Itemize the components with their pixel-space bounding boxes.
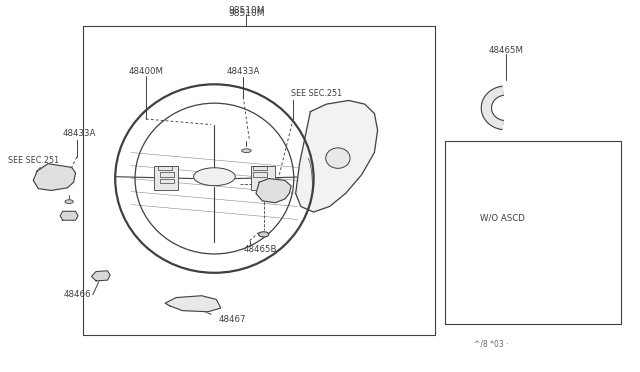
Polygon shape xyxy=(481,86,504,129)
Polygon shape xyxy=(60,211,78,220)
Text: 98510M: 98510M xyxy=(228,9,265,17)
FancyBboxPatch shape xyxy=(251,166,275,190)
Polygon shape xyxy=(165,296,221,312)
Text: 98510M: 98510M xyxy=(228,6,265,15)
Text: ^/8 *03 ·: ^/8 *03 · xyxy=(474,340,508,349)
FancyBboxPatch shape xyxy=(154,166,178,190)
Ellipse shape xyxy=(326,148,350,168)
Text: SEE SEC.251: SEE SEC.251 xyxy=(291,89,342,98)
Ellipse shape xyxy=(193,168,236,186)
Text: W/O ASCD: W/O ASCD xyxy=(480,213,525,222)
Polygon shape xyxy=(256,179,291,203)
Text: 48433A: 48433A xyxy=(227,67,260,76)
Polygon shape xyxy=(33,164,76,190)
Text: 48466: 48466 xyxy=(64,290,92,299)
Text: 48465M: 48465M xyxy=(488,46,523,55)
Text: 48467: 48467 xyxy=(219,315,246,324)
Text: 48400M: 48400M xyxy=(129,67,163,76)
Text: 48433A: 48433A xyxy=(63,129,96,138)
Text: SEE SEC.251: SEE SEC.251 xyxy=(8,156,59,165)
Ellipse shape xyxy=(65,200,73,203)
Ellipse shape xyxy=(242,149,252,153)
Text: 48465B: 48465B xyxy=(243,245,276,254)
Polygon shape xyxy=(296,100,378,212)
Polygon shape xyxy=(92,271,110,281)
Ellipse shape xyxy=(259,232,269,237)
